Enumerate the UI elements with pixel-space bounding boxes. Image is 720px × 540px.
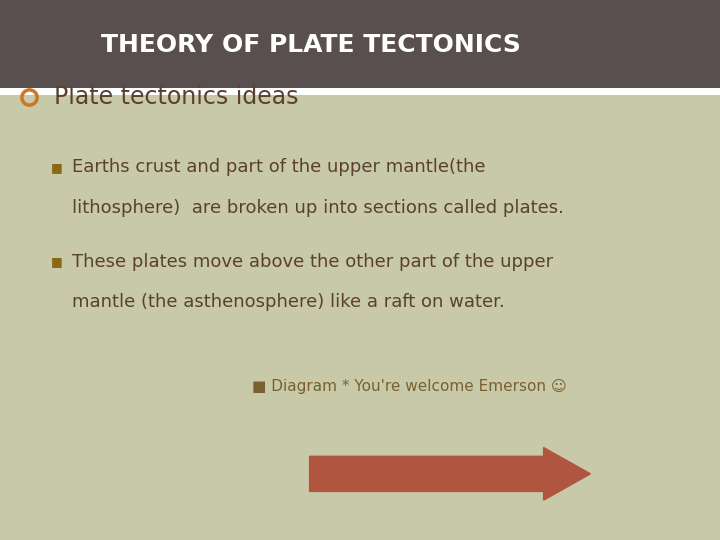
FancyArrow shape [310, 448, 590, 500]
Text: THEORY OF PLATE TECTONICS: THEORY OF PLATE TECTONICS [101, 32, 521, 57]
Text: ■: ■ [50, 161, 62, 174]
Text: mantle (the asthenosphere) like a raft on water.: mantle (the asthenosphere) like a raft o… [72, 293, 505, 312]
Text: lithosphere)  are broken up into sections called plates.: lithosphere) are broken up into sections… [72, 199, 564, 217]
FancyBboxPatch shape [0, 0, 720, 89]
Bar [0, 88, 720, 94]
Text: Plate tectonics ideas: Plate tectonics ideas [54, 85, 299, 109]
Text: Earths crust and part of the upper mantle(the: Earths crust and part of the upper mantl… [72, 158, 485, 177]
Text: These plates move above the other part of the upper: These plates move above the other part o… [72, 253, 553, 271]
Text: ■: ■ [50, 255, 62, 268]
Text: ■ Diagram * You're welcome Emerson ☺: ■ Diagram * You're welcome Emerson ☺ [252, 379, 567, 394]
